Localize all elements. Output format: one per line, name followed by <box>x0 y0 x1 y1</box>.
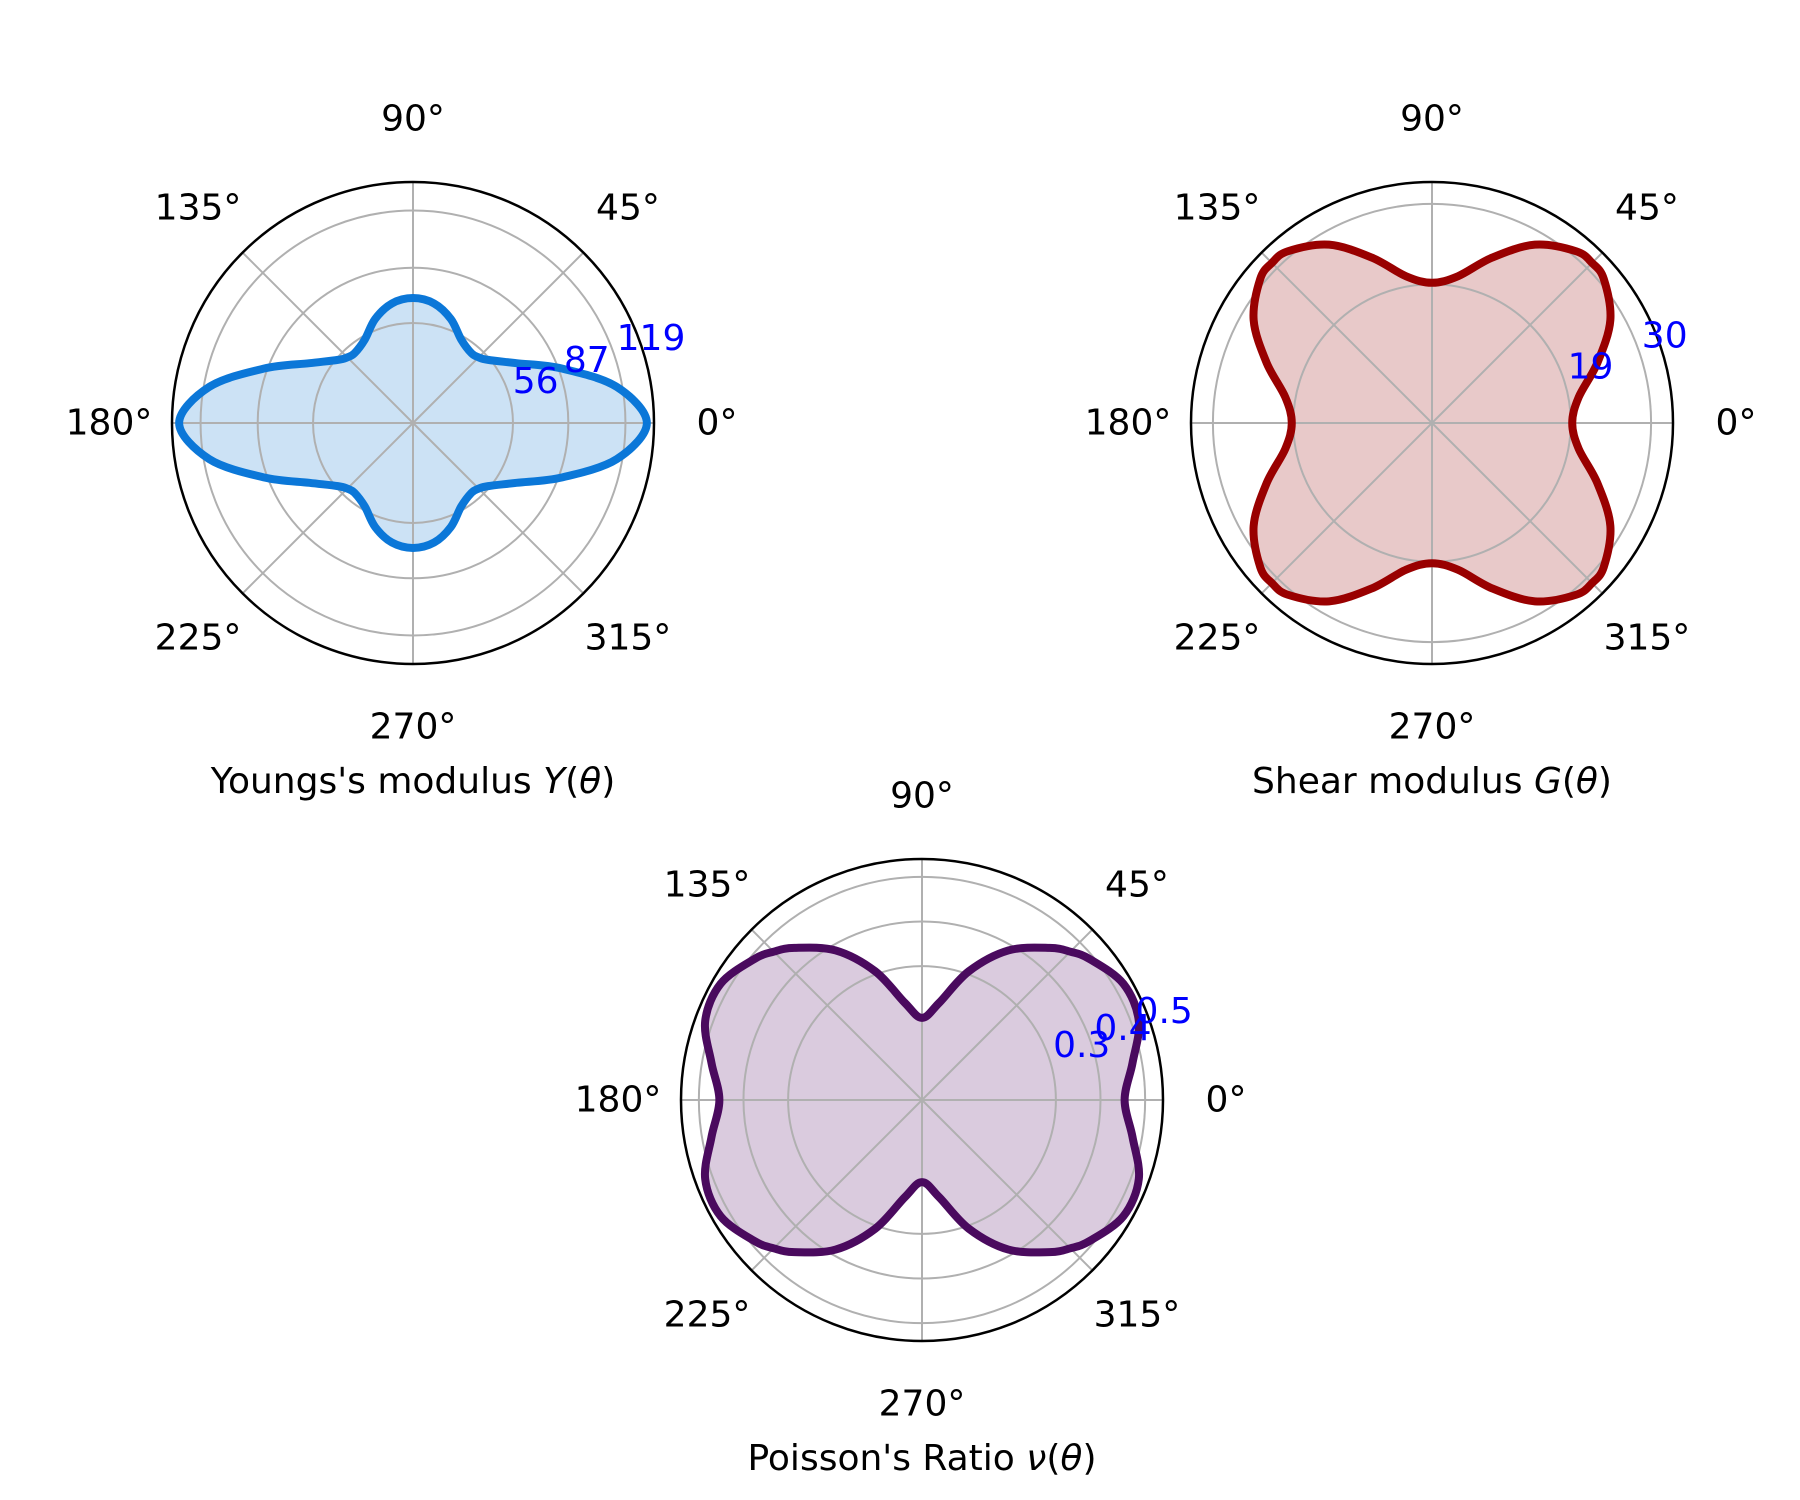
poisson-grid-spoke-135 <box>750 928 923 1101</box>
youngs-series-line <box>175 294 651 552</box>
youngs-grid-spoke-225 <box>241 422 414 595</box>
youngs-angle-tick-label: 135° <box>155 188 242 229</box>
poisson-angle-tick-label: 45° <box>1105 865 1169 906</box>
youngs-angle-tick-label: 225° <box>155 617 242 658</box>
poisson-polar-axes: 0° 45° 90° 135° 180° 225° 270° 315° 0.30.40.5 Poi… <box>575 776 1247 1479</box>
youngs-radial-tick-label: 119 <box>617 318 686 359</box>
shear-outer-frame <box>1189 180 1675 666</box>
shear-series-line <box>1249 240 1615 606</box>
youngs-radial-tick-label: 87 <box>564 340 610 381</box>
youngs-grid-spoke-135 <box>241 251 414 424</box>
shear-angle-tick-label: 135° <box>1174 188 1261 229</box>
poisson-angle-tick-label: 225° <box>664 1294 751 1335</box>
youngs-grid-spoke-45 <box>412 251 585 424</box>
poisson-angle-tick-label: 270° <box>879 1384 966 1425</box>
poisson-series-line <box>700 943 1144 1257</box>
shear-angle-tick-label: 315° <box>1604 617 1691 658</box>
poisson-angle-tick-label: 135° <box>664 865 751 906</box>
poisson-grid-spoke-225 <box>750 1099 923 1272</box>
shear-angle-tick-label: 90° <box>1400 99 1464 140</box>
poisson-angle-tick-label: 90° <box>890 776 954 817</box>
shear-axis-label: Shear modulus G(θ) <box>1252 761 1612 802</box>
shear-radial-tick-label: 30 <box>1642 316 1688 357</box>
poisson-angle-tick-label: 315° <box>1094 1294 1181 1335</box>
poisson-radial-tick-label: 0.4 <box>1094 1008 1151 1049</box>
shear-angle-tick-label: 45° <box>1615 188 1679 229</box>
shear-angle-tick-label: 225° <box>1174 617 1261 658</box>
shear-grid-spoke-45 <box>1431 251 1604 424</box>
poisson-outer-frame <box>679 857 1165 1343</box>
poisson-angle-tick-label: 180° <box>575 1080 662 1121</box>
poisson-radial-tick-label: 0.5 <box>1136 991 1193 1032</box>
shear-polar-axes: 0° 45° 90° 135° 180° 225° 270° 315° 19 30 Shear mo… <box>1085 99 1757 802</box>
youngs-radial-tick-label: 56 <box>513 361 559 402</box>
youngs-angle-tick-label: 180° <box>66 403 153 444</box>
youngs-angle-tick-label: 270° <box>370 707 457 748</box>
shear-grid-spoke-135 <box>1260 251 1433 424</box>
poisson-radial-tick-label: 0.3 <box>1053 1025 1110 1066</box>
youngs-axis-label: Youngs's modulus Y(θ) <box>210 761 615 802</box>
youngs-outer-frame <box>170 180 656 666</box>
youngs-angle-tick-label: 0° <box>697 403 738 444</box>
poisson-grid-spoke-315 <box>921 1099 1094 1272</box>
shear-angle-tick-label: 180° <box>1085 403 1172 444</box>
shear-radial-tick-label: 19 <box>1568 346 1614 387</box>
poisson-grid-spoke-45 <box>921 928 1094 1101</box>
youngs-grid-spoke-315 <box>412 422 585 595</box>
youngs-angle-tick-label: 90° <box>381 99 445 140</box>
youngs-angle-tick-label: 45° <box>596 188 660 229</box>
poisson-angle-tick-label: 0° <box>1206 1080 1247 1121</box>
youngs-angle-tick-label: 315° <box>585 617 672 658</box>
poisson-axis-label: Poisson's Ratio ν(θ) <box>747 1438 1096 1479</box>
shear-angle-tick-label: 0° <box>1716 403 1757 444</box>
shear-grid-spoke-315 <box>1431 422 1604 595</box>
shear-angle-tick-label: 270° <box>1389 707 1476 748</box>
shear-grid-spoke-225 <box>1260 422 1433 595</box>
